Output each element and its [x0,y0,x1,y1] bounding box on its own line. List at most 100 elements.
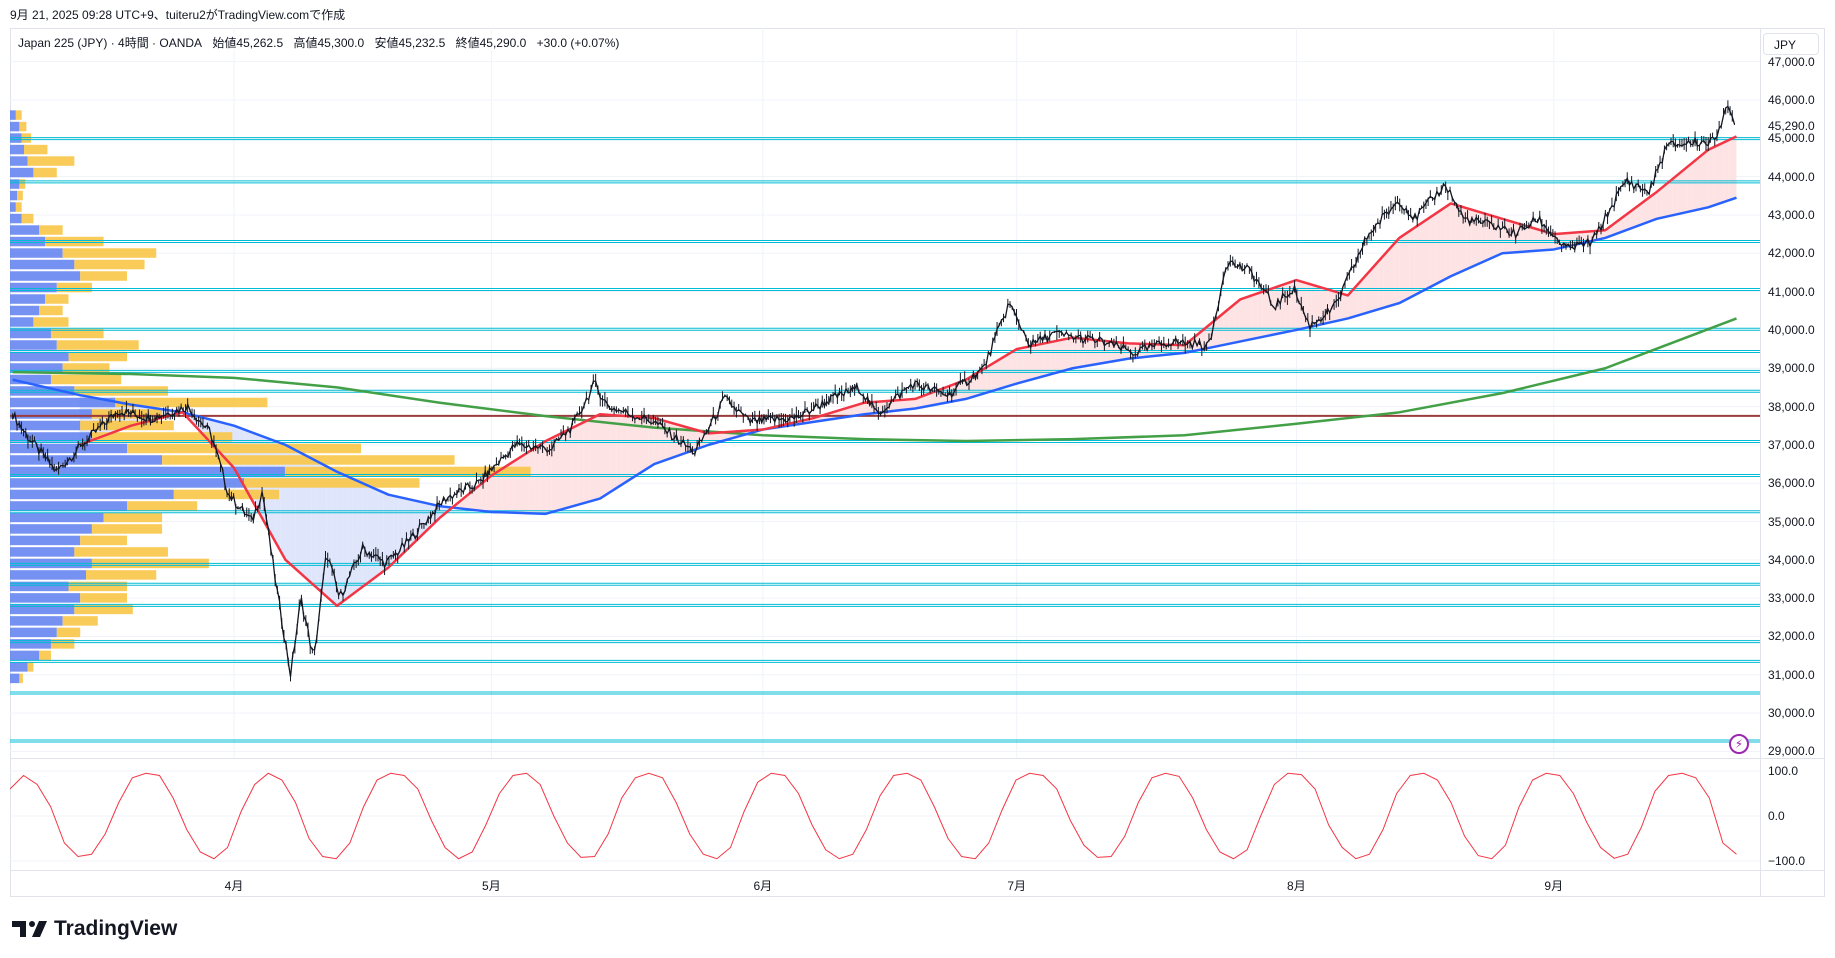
price-axis-label: 42,000.0 [1768,246,1815,261]
close-value: 終値45,290.0 [455,36,527,50]
ma-band-segment [1661,183,1668,218]
volume-profile-bar-blue [10,512,104,523]
ma-band-segment [1471,209,1477,268]
ma-band-segment [1234,299,1241,343]
volume-profile-bar-yellow [62,363,110,373]
volume-profile-bar-blue [10,639,51,649]
volume-profile-bar-yellow [103,512,163,523]
time-axis-label: 9月 [1544,879,1564,893]
price-axis-label: 34,000.0 [1768,552,1815,567]
tradingview-logo-icon [12,921,47,937]
volume-profile-bar-yellow [56,627,81,638]
lightning-icon[interactable]: ⚡ [1729,734,1749,754]
ma-band-segment [1455,204,1462,274]
ma-band-segment [1445,203,1451,279]
volume-profile-bar-yellow [33,167,57,178]
ma-band-segment [854,404,860,416]
ma-band-segment [1692,158,1698,211]
price-axis-label: 38,000.0 [1768,399,1815,414]
current-price-label: 45,290.0 [1768,119,1815,133]
volume-profile-bar-yellow [19,121,27,132]
price-axis[interactable] [1760,28,1826,897]
ma-band-segment [1409,227,1415,298]
volume-profile-bar-blue [10,213,22,224]
ma-band-segment [1389,243,1395,307]
volume-profile-bar-yellow [74,259,145,270]
time-axis-label: 8月 [1287,879,1306,893]
time-axis-label: 5月 [482,879,501,893]
volume-profile-bar-yellow [21,213,34,224]
ma-band-segment [513,458,519,513]
ma-band-segment [1347,289,1353,319]
volume-profile-bar-blue [10,236,46,247]
volume-profile-bar-blue [10,282,57,293]
time-axis-divider [10,870,1825,871]
high-value: 高値45,300.0 [293,36,365,50]
ma-band-segment [981,367,987,395]
ma-band-segment [1723,140,1729,203]
currency-button[interactable]: JPY [1763,33,1819,55]
ma-band-segment [534,444,541,514]
open-value: 始値45,262.5 [212,36,284,50]
ma-band-segment [1106,341,1112,363]
ma-band-segment [357,480,363,591]
volume-profile-bar-yellow [74,547,168,557]
price-axis-label: 45,000.0 [1768,131,1815,146]
ma-band-segment [1240,297,1247,342]
ma-mid-line [12,196,1737,516]
ma-band-segment [859,402,865,415]
volume-profile-bar-yellow [27,156,75,166]
ma-band-segment [991,361,997,392]
volume-profile-bar-blue [10,259,75,270]
chart-caption: 9月 21, 2025 09:28 UTC+9、tuiteru2がTrading… [10,8,346,22]
ma-band-segment [632,416,638,478]
ma-band-segment [398,496,404,558]
ma-band-segment [1651,191,1657,221]
oscillator-pane[interactable] [10,758,1760,870]
ma-band-segment [1697,154,1704,210]
volume-profile-bar-yellow [80,271,127,281]
ma-slow-line [12,317,1737,443]
ma-band-segment [1435,210,1441,285]
ma-band-segment [1507,220,1513,253]
ma-band-segment [1419,220,1426,293]
volume-profile-bar-blue [10,570,87,580]
ma-band-segment [879,401,885,413]
volume-profile-bar-yellow [91,409,163,419]
volume-profile-bar-blue [10,581,69,592]
ma-band-segment [1316,286,1323,326]
ma-band-segment [1006,352,1012,387]
volume-profile-bar-yellow [45,294,69,304]
volume-profile-bar-blue [10,420,81,431]
volume-profile-bar-blue [10,535,81,546]
volume-profile-bar-yellow [86,570,157,580]
ma-band-segment [1016,347,1023,384]
ma-band-segment [1625,211,1631,231]
ma-band-segment [1033,344,1040,379]
ma-band-segment [1414,224,1420,296]
ma-band-segment [1425,217,1431,290]
price-chart-pane[interactable] [10,28,1760,758]
ma-band-segment [1605,226,1611,238]
ma-band-segment [1027,345,1034,381]
ma-band-segment [899,399,906,411]
ma-band-segment [1450,203,1456,277]
ma-band-segment [996,358,1002,390]
ma-band-segment [491,472,497,513]
ma-band-segment [572,424,579,507]
ma-band-segment [1718,142,1724,204]
volume-profile-bar-yellow [15,202,22,212]
time-axis-label: 6月 [753,879,773,893]
ma-band-segment [1373,260,1379,311]
ma-band-segment [1311,284,1317,327]
ma-band-segment [1641,199,1647,225]
ma-band-segment [1656,187,1662,219]
volume-profile-bar-yellow [56,282,92,293]
symbol-name[interactable]: Japan 225 (JPY) · 4時間 · OANDA [18,36,203,50]
ma-band-segment [1273,285,1280,335]
ma-band-segment [844,407,850,418]
volume-profile-bar-yellow [56,340,139,350]
tradingview-logo[interactable]: TradingView [12,917,177,941]
volume-profile-bar-blue [10,144,25,155]
volume-profile-bar-yellow [68,351,127,362]
